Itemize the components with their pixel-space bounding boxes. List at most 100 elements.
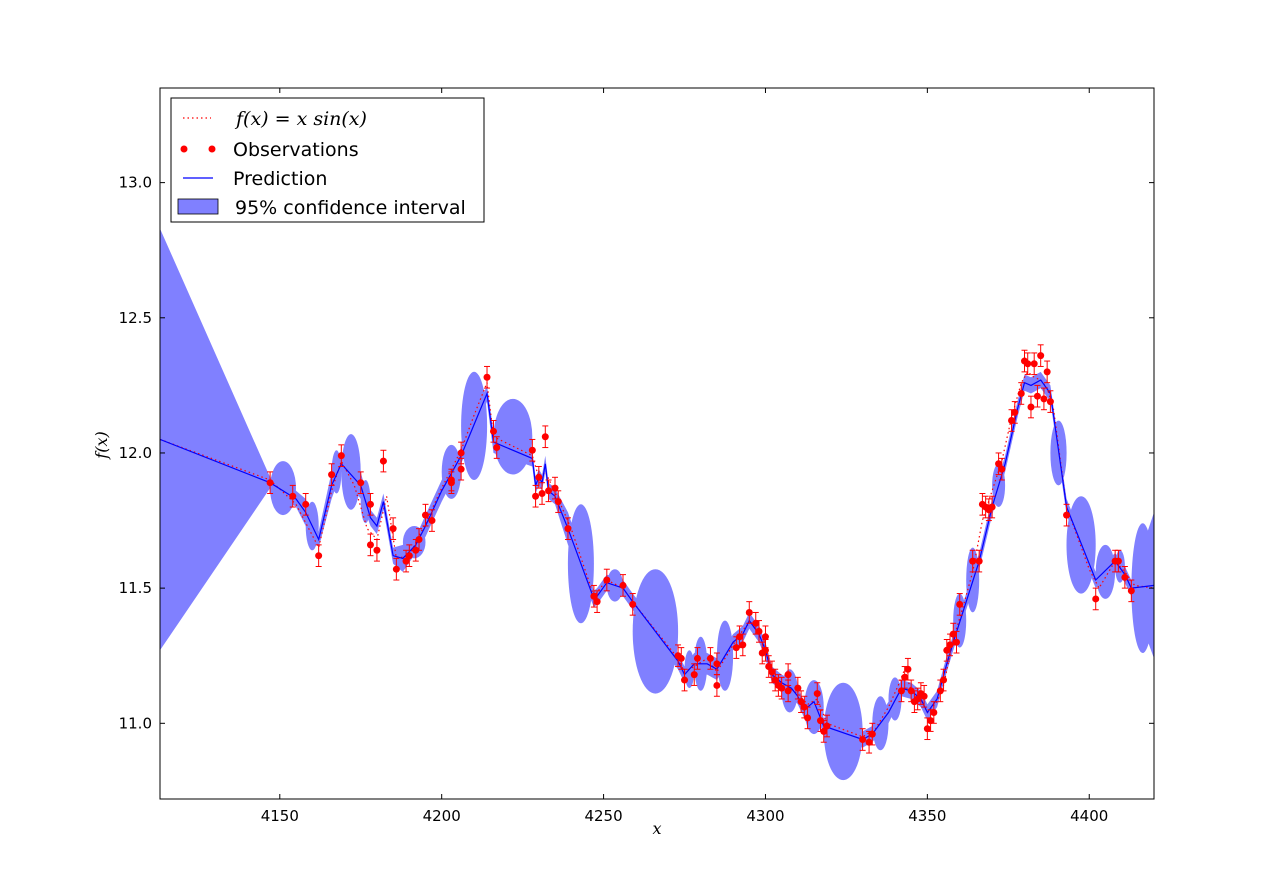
observation-marker	[590, 592, 598, 600]
observation-point	[415, 528, 423, 551]
observation-point	[593, 590, 601, 613]
observation-point	[998, 457, 1006, 481]
observation-marker	[677, 654, 685, 662]
observation-marker	[1033, 392, 1041, 400]
observation-marker	[619, 581, 627, 589]
observation-marker	[554, 498, 562, 506]
observation-marker	[927, 717, 935, 725]
observation-marker	[373, 546, 381, 554]
observation-point	[1027, 395, 1035, 419]
observation-marker	[366, 541, 374, 549]
observation-marker	[412, 546, 420, 554]
observation-point	[373, 538, 381, 562]
observation-marker	[914, 695, 922, 703]
observation-point	[988, 495, 996, 519]
observation-marker	[817, 717, 825, 725]
observation-marker	[483, 373, 491, 381]
x-tick-label: 4200	[423, 807, 461, 825]
observation-marker	[357, 479, 365, 487]
observation-point	[1114, 549, 1122, 573]
observation-point	[402, 549, 410, 573]
observation-point	[674, 644, 682, 668]
x-tick-label: 4250	[584, 807, 622, 825]
true-function-series	[160, 370, 1154, 738]
observation-marker	[337, 452, 345, 460]
observation-point	[302, 493, 310, 516]
observation-point	[619, 574, 627, 597]
observation-marker	[713, 660, 721, 668]
observation-marker	[1043, 368, 1051, 376]
observation-marker	[541, 433, 549, 441]
observation-marker	[392, 565, 400, 573]
observation-point	[554, 490, 562, 513]
observation-point	[969, 549, 977, 573]
observation-marker	[1127, 587, 1135, 595]
observation-point	[975, 549, 983, 573]
observation-marker	[366, 500, 374, 508]
y-tick-label: 12.0	[119, 444, 152, 462]
observation-marker	[447, 476, 455, 484]
observation-point	[545, 479, 553, 503]
observation-marker	[493, 444, 501, 452]
observation-point	[366, 533, 374, 557]
observation-point	[1030, 352, 1038, 376]
observation-point	[946, 633, 954, 657]
legend-box	[170, 97, 485, 223]
observation-point	[823, 714, 831, 738]
legend-true-function-label: f(x) = x sin(x)	[234, 108, 367, 130]
observation-point	[820, 720, 828, 743]
observation-point	[797, 690, 805, 713]
observation-point	[758, 641, 766, 665]
observation-marker	[690, 671, 698, 679]
observation-marker	[629, 600, 637, 608]
y-tick-label: 11.0	[119, 714, 152, 732]
observation-point	[940, 668, 948, 692]
observation-marker	[823, 722, 831, 730]
observation-marker	[859, 736, 867, 744]
observation-marker	[389, 525, 397, 533]
legend-observations-label: Observations	[233, 139, 359, 161]
observation-marker	[988, 503, 996, 511]
observation-marker	[813, 690, 821, 698]
observation-marker	[681, 676, 689, 684]
observation-point	[528, 438, 536, 462]
observation-marker	[551, 484, 559, 492]
observation-point	[943, 638, 951, 662]
observation-point	[897, 679, 905, 703]
observation-point	[315, 544, 323, 568]
observation-marker	[804, 714, 812, 722]
observation-point	[956, 593, 964, 616]
confidence-bulge-17	[823, 682, 863, 781]
observation-point	[457, 441, 465, 465]
observation-point	[761, 638, 769, 662]
observation-point	[483, 365, 491, 389]
x-tick-label: 4300	[746, 807, 784, 825]
observation-marker	[545, 487, 553, 495]
observation-point	[952, 630, 960, 654]
observation-marker	[693, 654, 701, 662]
observation-marker	[489, 427, 497, 435]
observation-marker	[946, 641, 954, 649]
observation-point	[392, 557, 400, 581]
observation-marker	[706, 654, 714, 662]
observation-marker	[1027, 403, 1035, 411]
observation-marker	[771, 676, 779, 684]
true-function-line	[160, 370, 1154, 738]
observation-marker	[956, 600, 964, 608]
observation-marker	[778, 684, 786, 692]
observation-marker	[995, 460, 1003, 468]
y-axis-label: f(x)	[92, 431, 111, 459]
observation-point	[328, 463, 336, 486]
observation-marker	[739, 641, 747, 649]
observation-marker	[328, 471, 336, 479]
legend-prediction-label: Prediction	[233, 168, 327, 190]
observation-point	[1024, 352, 1032, 376]
observation-marker	[794, 684, 802, 692]
observation-marker	[768, 668, 776, 676]
observation-point	[541, 425, 549, 449]
observation-marker	[732, 644, 740, 652]
observation-marker	[998, 465, 1006, 473]
observation-marker	[1092, 595, 1100, 603]
observation-point	[421, 503, 429, 527]
observation-point	[266, 471, 274, 495]
